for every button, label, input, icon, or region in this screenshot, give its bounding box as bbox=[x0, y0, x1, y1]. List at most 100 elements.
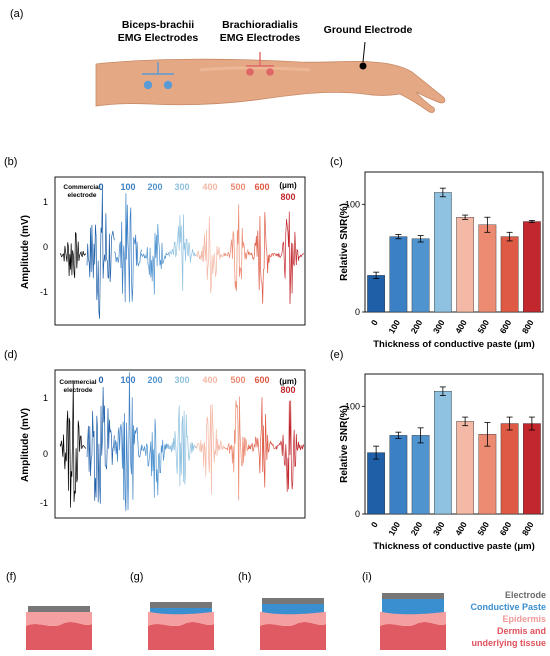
biceps-label-2: EMG Electrodes bbox=[118, 32, 199, 44]
bar-xtick-label: 600 bbox=[498, 318, 514, 336]
signal-plot-d: Amplitude (mV) 1 0 -1 Commercial electro… bbox=[20, 369, 306, 519]
ground-label: Ground Electrode bbox=[324, 24, 413, 36]
unit-label-d: (μm) bbox=[279, 377, 297, 386]
signal-ytick-d-1: 1 bbox=[43, 393, 48, 403]
thickness-label: 0 bbox=[98, 182, 103, 192]
bar-xtick-label: 0 bbox=[369, 318, 380, 327]
paste-layer bbox=[382, 599, 444, 615]
legend-dermis-1: Dermis and bbox=[497, 626, 546, 636]
panel-label-b: (b) bbox=[4, 156, 17, 168]
snr-bar bbox=[389, 435, 408, 515]
bar-xtick-label: 800 bbox=[520, 318, 536, 336]
snr-bar bbox=[389, 236, 408, 313]
signal-ytick-b-0: 0 bbox=[43, 242, 48, 252]
brachio-label-1: Brachioradialis bbox=[222, 19, 298, 31]
snr-bar bbox=[478, 224, 497, 313]
signal-frame-b bbox=[54, 176, 306, 326]
bar-xtick-label: 400 bbox=[453, 520, 469, 538]
electrode-layer bbox=[150, 602, 212, 608]
commercial-label-d-1: Commercial bbox=[59, 379, 96, 386]
bar-xtick-label: 200 bbox=[409, 520, 425, 538]
bar-xtick-label: 0 bbox=[369, 520, 380, 529]
thickness-label: 500 bbox=[230, 182, 245, 192]
thickness-trace bbox=[247, 212, 277, 304]
thickness-trace bbox=[223, 204, 253, 292]
snr-bar bbox=[367, 275, 386, 313]
thickness-label: 800 bbox=[280, 192, 295, 202]
thickness-trace bbox=[140, 418, 170, 498]
commercial-label-b-1: Commercial bbox=[63, 184, 100, 191]
panel-label-h: (h) bbox=[238, 571, 251, 583]
signal-ylabel-b: Amplitude (mV) bbox=[20, 215, 31, 289]
thickness-trace bbox=[167, 405, 197, 487]
signal-ytick-b-1: 1 bbox=[43, 197, 48, 207]
arm-shape bbox=[95, 58, 446, 113]
thickness-trace bbox=[113, 193, 143, 303]
legend-epidermis: Epidermis bbox=[502, 614, 546, 624]
panel-label-c: (c) bbox=[330, 156, 343, 168]
snr-bar bbox=[411, 435, 430, 515]
snr-bar bbox=[522, 423, 541, 515]
thickness-label: 200 bbox=[147, 375, 162, 385]
thickness-label: 600 bbox=[254, 182, 269, 192]
epidermis-layer bbox=[148, 610, 214, 626]
bar-plot-frame bbox=[364, 171, 544, 313]
biceps-electrode-2 bbox=[163, 80, 173, 90]
arm-illustration bbox=[95, 41, 446, 113]
bar-ytick-label: 0 bbox=[355, 509, 360, 519]
legend-dermis-2: underlying tissue bbox=[471, 638, 546, 648]
panel-label-f: (f) bbox=[6, 571, 16, 583]
snr-bar-chart-c: 0 100 0 100 200 300 400 500 600 800 Relative SNR(%… bbox=[339, 171, 544, 350]
epidermis-layer bbox=[380, 610, 446, 626]
thickness-label: 500 bbox=[230, 375, 245, 385]
legend-electrode: Electrode bbox=[505, 590, 546, 600]
brachio-electrode-2 bbox=[266, 68, 274, 76]
thickness-trace bbox=[195, 404, 225, 495]
epidermis-layer bbox=[260, 610, 326, 626]
bar-xtick-label: 600 bbox=[498, 520, 514, 538]
thickness-trace bbox=[275, 400, 305, 492]
bar-ytick-label: 100 bbox=[345, 401, 360, 411]
signal-ylabel-d: Amplitude (mV) bbox=[20, 408, 31, 482]
thickness-trace bbox=[86, 188, 115, 319]
bar-xtick-label: 500 bbox=[475, 520, 491, 538]
dermis-layer bbox=[380, 622, 446, 650]
thickness-trace bbox=[223, 396, 253, 501]
signal-ytick-d-m1: -1 bbox=[40, 498, 48, 508]
bar-xtick-label: 800 bbox=[520, 520, 536, 538]
bar-xtick-label: 100 bbox=[386, 520, 402, 538]
snr-bar bbox=[411, 238, 430, 313]
signal-frame-d bbox=[54, 369, 306, 519]
electrode-layer bbox=[382, 593, 444, 599]
snr-bar bbox=[433, 192, 452, 313]
thickness-trace bbox=[275, 211, 304, 305]
panel-label-i: (i) bbox=[362, 571, 372, 583]
paste-layer bbox=[262, 604, 324, 615]
bar-xtick-label: 200 bbox=[409, 318, 425, 336]
snr-bar bbox=[500, 423, 519, 515]
layer-legend: Electrode Conductive Paste Epidermis Der… bbox=[470, 590, 546, 648]
layer-diagrams bbox=[26, 593, 446, 650]
electrode-layer bbox=[262, 598, 324, 604]
thickness-trace bbox=[195, 216, 225, 294]
dermis-layer bbox=[260, 622, 326, 650]
thickness-trace bbox=[86, 387, 115, 504]
bar-plot-frame bbox=[364, 373, 544, 515]
thickness-label: 400 bbox=[202, 182, 217, 192]
snr-bar bbox=[456, 421, 475, 515]
commercial-trace bbox=[59, 380, 87, 508]
thickness-trace bbox=[167, 214, 197, 291]
unit-label-b: (μm) bbox=[279, 181, 297, 190]
snr-bar bbox=[433, 391, 452, 515]
brachio-label-2: EMG Electrodes bbox=[220, 32, 301, 44]
thickness-label: 300 bbox=[174, 375, 189, 385]
bar-xtick-label: 100 bbox=[386, 318, 402, 336]
bar-ytick-label: 100 bbox=[345, 199, 360, 209]
thickness-label: 300 bbox=[174, 182, 189, 192]
snr-bar bbox=[500, 236, 519, 313]
thickness-label: 800 bbox=[280, 385, 295, 395]
commercial-label-d-2: electrode bbox=[64, 387, 93, 394]
signal-ytick-d-0: 0 bbox=[43, 449, 48, 459]
bar-xtick-label: 500 bbox=[475, 318, 491, 336]
